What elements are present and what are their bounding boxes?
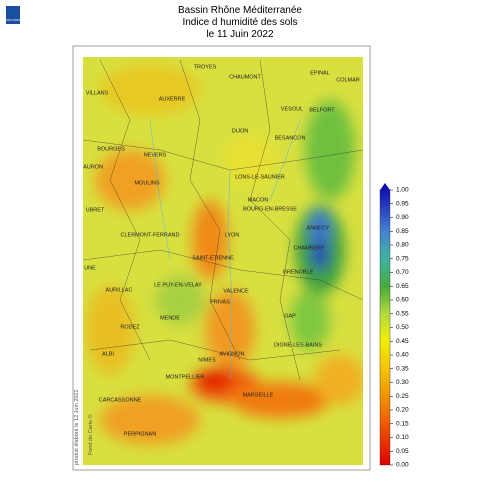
map-frame [72,45,371,471]
city-label: EPINAL [310,70,330,76]
colorbar-tick-label: 0.60 [396,297,409,304]
city-label: CHAMBERY [293,245,324,251]
side-text: Fond de Carte © [87,414,94,455]
colorbar-tick-label: 0.65 [396,283,409,290]
city-label: CLERMONT-FERRAND [121,232,180,238]
colorbar-tick-label: 0.30 [396,379,409,386]
city-label: SAINT-ETIENNE [192,255,234,261]
city-label: DIGNE-LES-BAINS [274,342,322,348]
colorbar-tick-label: 0.20 [396,407,409,414]
colorbar-tick-label: 0.90 [396,214,409,221]
city-label: UBRET [86,207,105,213]
title-line: Indice d humidité des sols [182,17,297,28]
city-label: AUXERRE [159,96,186,102]
colorbar-tick-label: 0.95 [396,200,409,207]
city-label: LYON [225,232,240,238]
city-label: TROYES [194,64,217,70]
city-label: MONTPELLIER [166,374,205,380]
colorbar-tick-label: 0.10 [396,434,409,441]
title-line: le 11 Juin 2022 [206,29,274,40]
city-label: AVIGNON [220,351,245,357]
colorbar-tick-label: 0.40 [396,352,409,359]
colorbar-tick-label: 0.70 [396,269,409,276]
city-label: CARCASSONNE [99,397,142,403]
logo-box [6,6,20,24]
city-label: MACON [248,197,269,203]
colorbar [379,189,391,466]
city-label: CHAUMONT [229,74,261,80]
city-label: BESANCON [275,135,306,141]
colorbar-tick-label: 0.85 [396,228,409,235]
city-label: GAP [284,313,296,319]
city-label: BOURGES [97,146,125,152]
city-label: COLMAR [336,77,360,83]
city-label: VESOUL [281,106,303,112]
city-label: BELFORT [309,107,335,113]
colorbar-tick-label: 0.45 [396,338,409,345]
colorbar-tick-label: 0.25 [396,393,409,400]
city-label: BOURG-EN-BRESSE [243,206,297,212]
city-label: PRIVAS [210,299,230,305]
map [83,57,363,465]
city-label: VILLANS [86,90,109,96]
city-label: ALBI [102,351,114,357]
city-label: GRENOBLE [283,269,314,275]
side-text: produit élaboré le 12 Juin 2022 [74,389,80,465]
colorbar-tick-label: 0.00 [396,462,409,469]
colorbar-tick-label: 0.50 [396,324,409,331]
city-label: UNE [84,265,96,271]
city-label: NEVERS [144,152,167,158]
title-line: Bassin Rhône Méditerranée [178,5,302,16]
city-label: MOULINS [134,180,159,186]
city-label: RODEZ [120,324,140,330]
colorbar-tick-label: 0.75 [396,255,409,262]
colorbar-tick-label: 1.00 [396,187,409,194]
city-label: PERPIGNAN [124,431,156,437]
city-label: DIJON [232,128,249,134]
city-label: VALENCE [223,288,249,294]
colorbar-tick-label: 0.35 [396,365,409,372]
city-label: MENDE [160,315,180,321]
city-label: LONS-LE-SAUNIER [235,174,285,180]
colorbar-tick-label: 0.15 [396,420,409,427]
city-label: NIMES [198,357,216,363]
city-label: AURON [83,164,103,170]
colorbar-tick-label: 0.80 [396,242,409,249]
city-label: MARSEILLE [243,392,274,398]
city-label: ANNECY [307,225,330,231]
colorbar-arrow [380,183,390,190]
colorbar-tick-label: 0.55 [396,310,409,317]
colorbar-tick-label: 0.05 [396,448,409,455]
city-label: AURILLAC [106,287,133,293]
city-label: LE PUY-EN-VELAY [154,282,202,288]
logo-text: MÉTÉO FRANCE [3,19,23,22]
